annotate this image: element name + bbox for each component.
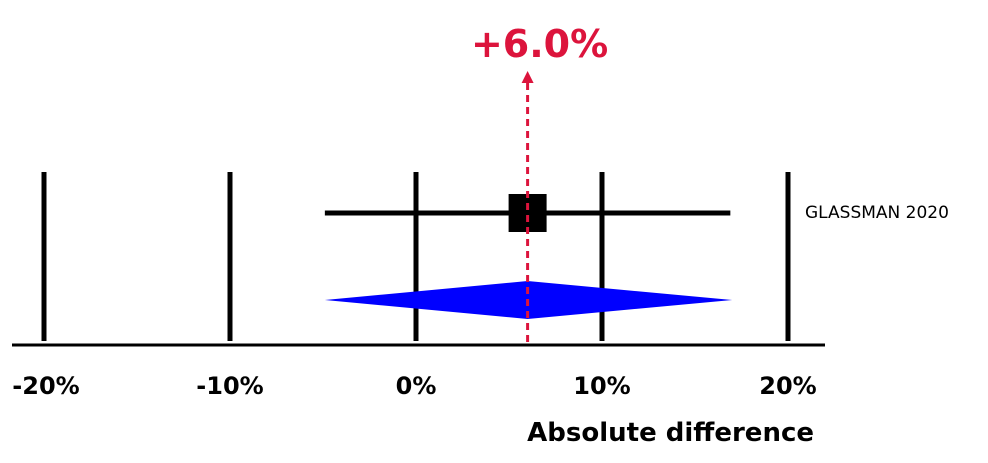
x-tick-label: 0% xyxy=(396,372,437,400)
summary-estimate-label: +6.0% xyxy=(471,22,608,66)
grid-lines xyxy=(41,172,791,341)
x-tick-label: -10% xyxy=(196,372,263,400)
study-point-estimate xyxy=(508,194,547,232)
study-rows: GLASSMAN 2020 xyxy=(324,194,949,232)
x-axis-title: Absolute difference xyxy=(527,418,814,448)
x-tick-label: 20% xyxy=(759,372,816,400)
summary-arrow-icon xyxy=(521,71,534,83)
x-tick-labels: -20% -10% 0% 10% 20% xyxy=(12,372,816,400)
x-tick-label: -20% xyxy=(12,372,79,400)
x-tick-label: 10% xyxy=(573,372,630,400)
study-label: GLASSMAN 2020 xyxy=(805,203,949,223)
